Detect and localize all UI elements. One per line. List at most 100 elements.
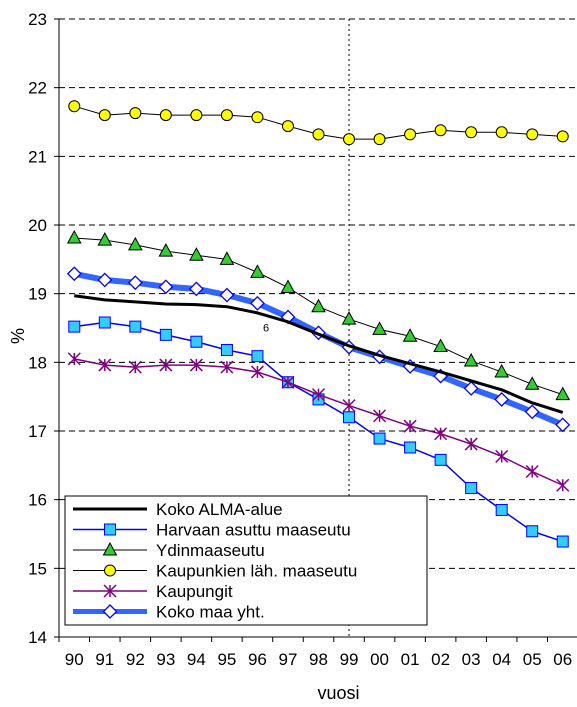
- data-point: [343, 411, 356, 424]
- data-point: [556, 130, 569, 143]
- gridlines: [59, 18, 577, 569]
- data-point: [129, 320, 142, 333]
- x-tick-label: 95: [217, 650, 236, 669]
- y-tick-label: 18: [28, 353, 47, 372]
- x-tick-label: 96: [248, 650, 267, 669]
- data-point: [66, 229, 82, 244]
- data-point: [281, 375, 295, 389]
- x-tick-label: 91: [95, 650, 114, 669]
- data-point: [98, 358, 112, 372]
- series-lines: [66, 100, 571, 548]
- data-point: [495, 126, 508, 139]
- data-point: [556, 535, 569, 548]
- legend-entry: Koko maa yht.: [73, 603, 265, 622]
- y-tick-label: 20: [28, 216, 47, 235]
- data-point: [403, 419, 417, 433]
- x-tick-label: 06: [553, 650, 572, 669]
- x-tick-label: 02: [431, 650, 450, 669]
- y-axis-title: %: [8, 328, 28, 344]
- y-tick-label: 17: [28, 422, 47, 441]
- data-point: [219, 287, 235, 303]
- data-point: [525, 464, 539, 479]
- x-tick-label: 00: [370, 650, 389, 669]
- x-tick-label: 97: [279, 650, 298, 669]
- legend-entry: Harvaan asuttu maaseutu: [73, 521, 351, 540]
- legend-label: Kaupunkien läh. maaseutu: [156, 562, 357, 581]
- legend-swatch-marker: [104, 564, 116, 577]
- y-tick-label: 14: [28, 628, 47, 647]
- data-point: [188, 281, 204, 297]
- data-point: [68, 100, 81, 113]
- data-point: [372, 321, 387, 335]
- data-point: [434, 427, 448, 441]
- series-ydinmaaseutu: [66, 229, 571, 401]
- data-point: [524, 376, 540, 390]
- legend-label: Koko ALMA-alue: [156, 500, 283, 519]
- y-tick-label: 21: [28, 147, 47, 166]
- data-point: [342, 399, 356, 413]
- x-tick-label: 03: [462, 650, 481, 669]
- series-koko-maa-yht: [66, 266, 571, 433]
- data-point: [189, 358, 203, 372]
- data-point: [190, 335, 203, 348]
- data-point: [311, 388, 326, 402]
- data-point: [158, 279, 174, 295]
- legend-entry: Ydinmaaseutu: [73, 541, 265, 560]
- x-tick-label: 99: [340, 650, 359, 669]
- series-line: [74, 294, 564, 414]
- y-tick-label: 16: [28, 491, 47, 510]
- data-point: [250, 295, 265, 311]
- data-point: [434, 453, 447, 466]
- legend-label: Kaupungit: [156, 582, 233, 601]
- data-point: [189, 247, 204, 261]
- data-point: [280, 279, 296, 293]
- data-point: [220, 109, 233, 122]
- y-tick-labels: 14 15 16 17 18 19 20 21 22 23: [28, 10, 47, 647]
- x-tick-label: 05: [523, 650, 542, 669]
- data-point: [341, 311, 357, 325]
- x-tick-label: 04: [492, 650, 511, 669]
- data-point: [158, 243, 174, 257]
- legend-entry: Koko ALMA-alue: [73, 500, 283, 519]
- data-point: [556, 478, 570, 492]
- data-point: [402, 328, 418, 342]
- data-point: [434, 124, 447, 137]
- data-point: [68, 320, 81, 333]
- data-point: [373, 133, 386, 146]
- data-point: [373, 432, 386, 445]
- data-point: [465, 481, 478, 494]
- data-point: [465, 126, 478, 139]
- legend-label: Harvaan asuttu maaseutu: [156, 521, 351, 540]
- data-point: [526, 128, 539, 141]
- x-tick-label: 94: [187, 650, 206, 669]
- data-point: [159, 358, 173, 372]
- legend-swatch-marker: [102, 541, 118, 556]
- series-koko-alma-alue: [74, 294, 564, 414]
- data-point: [128, 360, 142, 374]
- y-tick-label: 19: [28, 285, 47, 304]
- data-point: [66, 266, 82, 282]
- data-point: [127, 236, 143, 251]
- data-point: [404, 128, 417, 141]
- x-tick-label: 92: [126, 650, 145, 669]
- data-point: [129, 107, 142, 120]
- axes: [54, 18, 577, 642]
- legend-swatch-marker: [103, 584, 117, 598]
- data-point: [343, 133, 356, 146]
- legend-swatch-marker: [102, 604, 118, 619]
- data-point: [190, 109, 203, 122]
- data-point: [219, 251, 235, 265]
- data-point: [555, 417, 571, 433]
- y-tick-label: 22: [28, 79, 47, 98]
- data-point: [495, 449, 509, 463]
- x-tick-label: 01: [401, 650, 420, 669]
- data-point: [127, 275, 143, 291]
- data-point: [251, 111, 264, 124]
- data-point: [311, 298, 326, 313]
- data-point: [98, 316, 111, 329]
- data-point: [251, 350, 264, 363]
- data-point: [220, 360, 234, 374]
- x-tick-label: 90: [65, 650, 84, 669]
- data-point: [97, 272, 113, 288]
